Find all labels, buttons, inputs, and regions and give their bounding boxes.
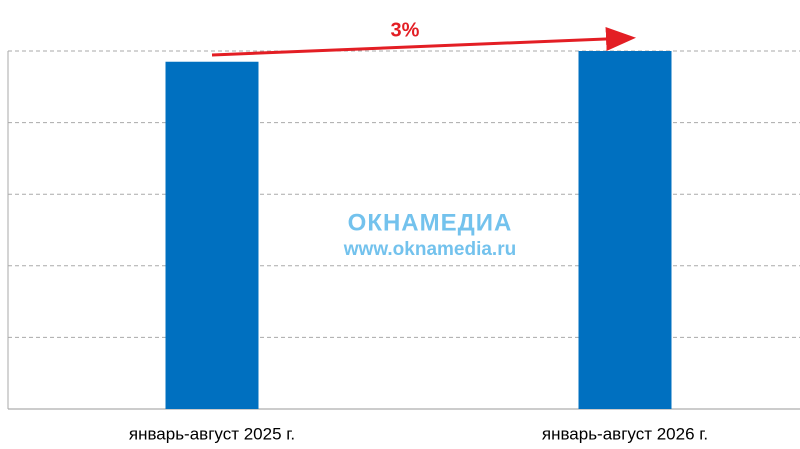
x-tick-label: январь-август 2026 г.: [542, 424, 708, 443]
annotation: 3%: [391, 19, 420, 41]
x-tick-label: январь-август 2025 г.: [129, 424, 295, 443]
bar: [578, 51, 672, 409]
watermark-url: www.oknamedia.ru: [343, 239, 516, 260]
watermark-logo: ОКНАМЕДИА: [348, 209, 513, 236]
growth-arrow: [211, 26, 636, 57]
bar: [165, 61, 259, 410]
